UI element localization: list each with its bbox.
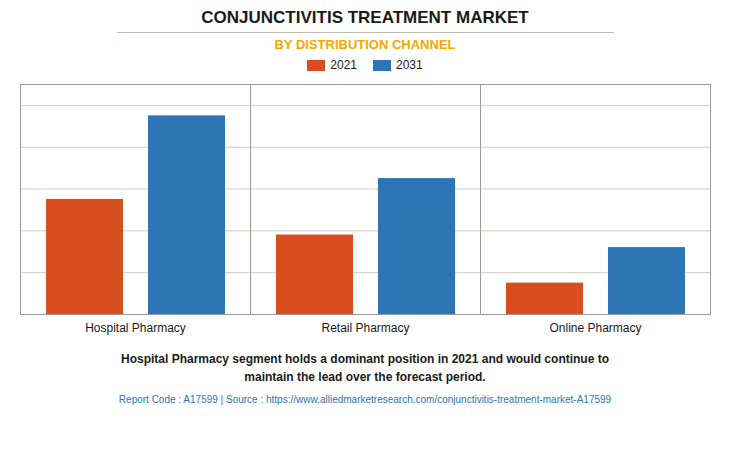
svg-text:Retail Pharmacy: Retail Pharmacy	[321, 321, 409, 335]
svg-text:Online Pharmacy: Online Pharmacy	[549, 321, 641, 335]
html-text:maintain the lead over the for: maintain the lead over the forecast peri…	[244, 370, 486, 384]
html-text:Report Code : A17599 | Source: Report Code : A17599 | Source : https://…	[118, 394, 612, 405]
html-text:2031: 2031	[396, 58, 423, 72]
html-text:CONJUNCTIVITIS TREATMENT MARKE: CONJUNCTIVITIS TREATMENT MARKET	[201, 8, 529, 27]
html-text:Hospital Pharmacy segment hold: Hospital Pharmacy segment holds a domina…	[121, 352, 609, 366]
html-text:BY DISTRIBUTION CHANNEL: BY DISTRIBUTION CHANNEL	[274, 37, 456, 52]
html-text:2021: 2021	[330, 58, 357, 72]
svg-text:Hospital Pharmacy: Hospital Pharmacy	[85, 321, 186, 335]
